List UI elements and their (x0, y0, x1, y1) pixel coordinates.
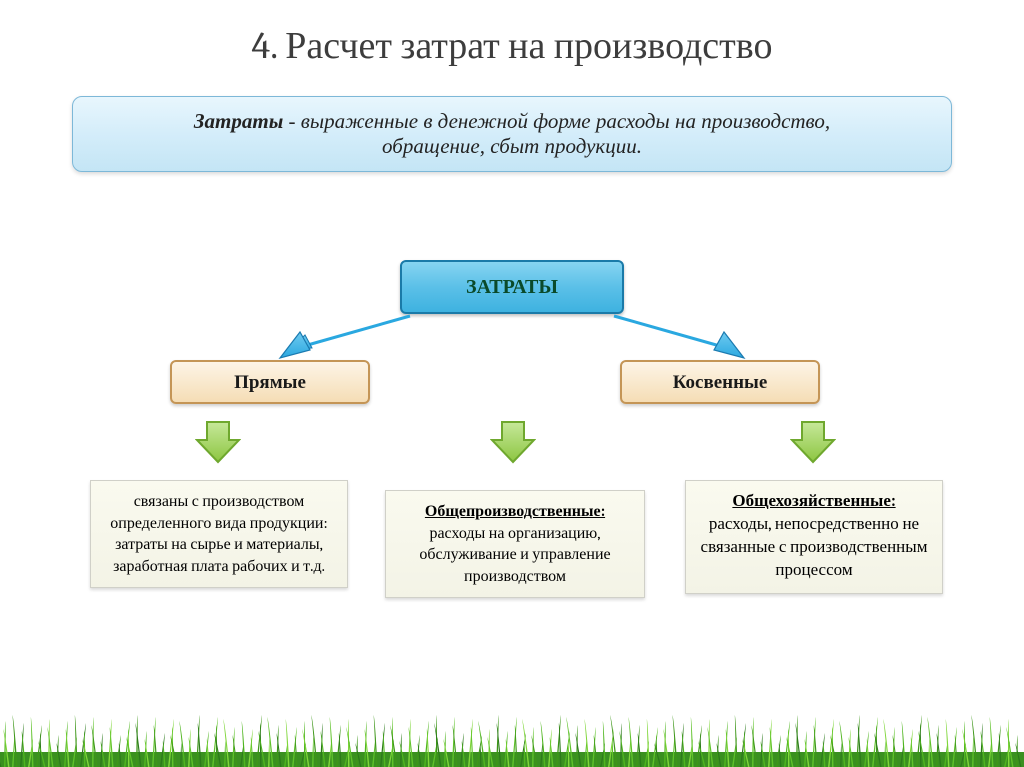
desc-box-2: Общепроизводственные: расходы на организ… (385, 490, 645, 598)
definition-rest2: обращение, сбыт продукции. (101, 134, 923, 159)
green-arrow-3 (790, 420, 836, 464)
green-arrow-2 (490, 420, 536, 464)
desc3-heading: Общехозяйственные: (698, 491, 930, 514)
category-left: Прямые (170, 360, 370, 404)
definition-term: Затраты (194, 109, 283, 133)
root-node: ЗАТРАТЫ (400, 260, 624, 314)
category-right: Косвенные (620, 360, 820, 404)
desc2-heading: Общепроизводственные: (398, 501, 632, 523)
desc3-body: расходы, непосредственно не связанные с … (701, 515, 928, 580)
category-left-label: Прямые (234, 371, 306, 394)
desc-box-3: Общехозяйственные: расходы, непосредстве… (685, 480, 943, 594)
desc2-body: расходы на организацию, обслуживание и у… (419, 524, 610, 585)
green-arrow-1 (195, 420, 241, 464)
definition-box: Затраты - выраженные в денежной форме ра… (72, 96, 952, 172)
page-title: 4. Расчет затрат на производство (0, 0, 1024, 68)
category-right-label: Косвенные (673, 371, 768, 394)
definition-rest1: - выраженные в денежной форме расходы на… (283, 109, 830, 133)
desc1-body: связаны с производством определенного ви… (110, 492, 327, 575)
grass-decoration (0, 707, 1024, 767)
desc-box-1: связаны с производством определенного ви… (90, 480, 348, 588)
root-label: ЗАТРАТЫ (466, 275, 558, 299)
